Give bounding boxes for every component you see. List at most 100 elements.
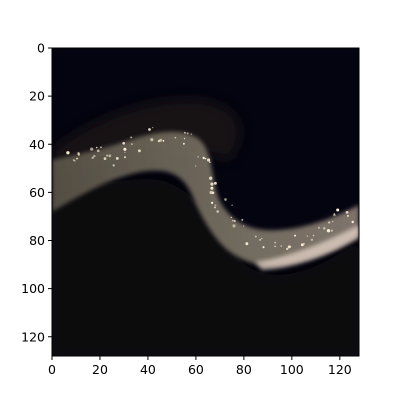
x-tick-label: 80 <box>236 362 252 377</box>
x-tick-label: 120 <box>328 362 352 377</box>
star-speck <box>334 213 335 214</box>
star-speck <box>214 207 216 209</box>
star-speck <box>90 147 93 150</box>
star-speck <box>96 147 97 148</box>
star-speck <box>214 204 216 206</box>
star-speck <box>108 154 111 157</box>
star-speck <box>331 229 333 231</box>
star-speck <box>262 246 264 248</box>
star-speck <box>184 138 185 139</box>
star-speck <box>197 156 198 157</box>
star-speck <box>294 235 296 237</box>
star-speck <box>148 128 151 131</box>
star-speck <box>124 156 126 158</box>
star-speck <box>231 217 232 218</box>
star-speck <box>347 215 349 217</box>
star-speck <box>246 242 249 245</box>
x-tick-label: 60 <box>188 362 204 377</box>
star-speck <box>93 155 95 157</box>
star-speck <box>184 132 186 134</box>
y-tick-label: 120 <box>21 329 45 344</box>
y-tick-label: 20 <box>29 89 45 104</box>
star-speck <box>336 208 339 211</box>
star-speck <box>210 183 213 186</box>
star-speck <box>92 157 94 159</box>
y-axis: 0 20 40 60 80 100 120 <box>21 41 52 345</box>
star-speck <box>318 227 320 229</box>
star-speck <box>241 219 243 221</box>
star-speck <box>203 157 205 159</box>
star-speck <box>303 243 305 245</box>
star-speck <box>214 182 217 185</box>
star-speck <box>255 236 257 238</box>
star-speck <box>259 239 261 241</box>
star-speck <box>113 164 115 166</box>
star-speck <box>205 158 206 159</box>
star-speck <box>328 221 330 223</box>
star-speck <box>191 133 193 135</box>
star-speck <box>234 220 236 222</box>
star-speck <box>210 187 213 190</box>
star-speck <box>123 148 126 151</box>
star-speck <box>175 137 177 139</box>
star-speck <box>323 227 325 229</box>
star-speck <box>116 157 119 160</box>
star-speck <box>311 239 313 241</box>
star-speck <box>346 211 349 214</box>
x-tick-label: 20 <box>92 362 108 377</box>
star-speck <box>183 143 185 145</box>
star-speck <box>224 198 227 201</box>
star-speck <box>243 225 244 226</box>
star-speck <box>195 165 196 166</box>
x-tick-label: 40 <box>140 362 156 377</box>
star-speck <box>232 224 235 227</box>
star-speck <box>327 229 330 232</box>
star-speck <box>231 205 232 206</box>
star-speck <box>152 127 153 128</box>
star-speck <box>131 143 132 144</box>
star-speck <box>124 152 125 153</box>
star-speck <box>261 238 262 239</box>
image-area <box>52 48 359 356</box>
star-speck <box>209 177 212 180</box>
star-speck <box>286 248 288 250</box>
star-speck <box>332 221 333 222</box>
star-speck <box>274 242 276 244</box>
star-speck <box>122 142 125 145</box>
star-speck <box>66 151 69 154</box>
x-tick-label: 100 <box>280 362 304 377</box>
star-speck <box>150 138 153 141</box>
star-speck <box>187 132 189 134</box>
star-speck <box>207 158 210 161</box>
star-speck <box>130 136 132 138</box>
star-speck <box>159 139 162 142</box>
y-tick-label: 0 <box>37 41 45 56</box>
y-tick-label: 40 <box>29 137 45 152</box>
star-speck <box>106 155 108 157</box>
star-speck <box>289 246 291 248</box>
star-speck <box>97 149 100 152</box>
star-speck <box>274 246 276 248</box>
x-tick-label: 0 <box>48 362 56 377</box>
y-tick-label: 60 <box>29 185 45 200</box>
star-speck <box>313 235 315 237</box>
star-speck <box>100 147 102 149</box>
y-tick-label: 80 <box>29 233 45 248</box>
star-speck <box>78 153 80 155</box>
x-axis: 0 20 40 60 80 100 120 <box>48 356 352 377</box>
star-speck <box>351 221 353 223</box>
star-speck <box>104 157 107 160</box>
star-speck <box>138 149 141 152</box>
star-speck <box>280 245 281 246</box>
star-speck <box>232 220 234 222</box>
star-speck <box>76 158 78 160</box>
star-speck <box>209 161 211 163</box>
star-speck <box>216 210 219 213</box>
star-speck <box>307 235 308 236</box>
y-tick-label: 100 <box>21 281 45 296</box>
star-speck <box>163 140 165 142</box>
star-speck <box>212 192 215 195</box>
star-speck <box>211 202 213 204</box>
star-speck <box>73 159 74 160</box>
